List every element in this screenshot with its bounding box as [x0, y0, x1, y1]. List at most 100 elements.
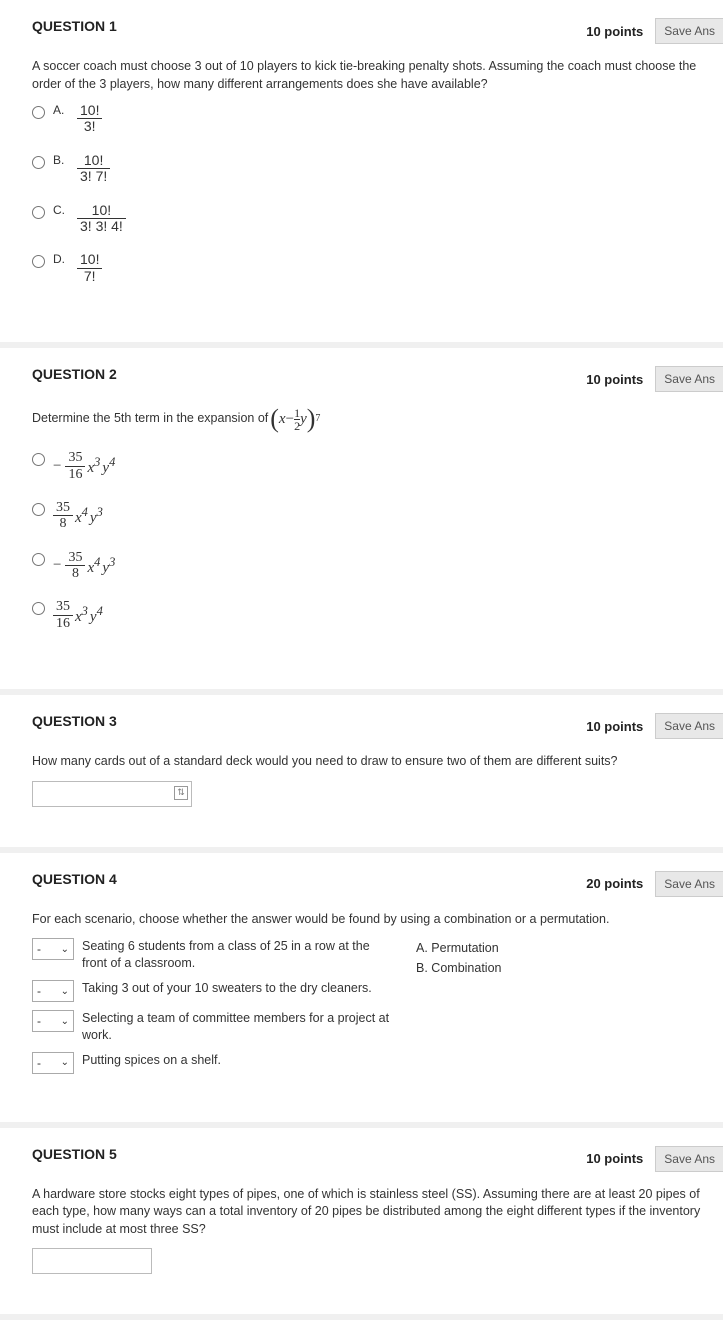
x-term: x3 [75, 604, 88, 626]
option-d[interactable]: D. 10! 7! [32, 252, 701, 284]
match-row: - ⌄ Putting spices on a shelf. [32, 1052, 392, 1074]
key-b: B. Combination [416, 958, 501, 978]
x-term: x4 [87, 555, 100, 577]
question-prompt: How many cards out of a standard deck wo… [32, 753, 701, 771]
question-prompt: Determine the 5th term in the expansion … [32, 406, 701, 432]
chevron-down-icon: ⌄ [61, 1016, 69, 1027]
neg-sign: − [53, 557, 61, 574]
points-label: 10 points [586, 1151, 647, 1166]
radio-d[interactable] [32, 255, 45, 268]
math-option: − 35 8 x4 y3 [53, 550, 115, 582]
match-select[interactable]: - ⌄ [32, 938, 74, 960]
match-text: Selecting a team of committee members fo… [82, 1010, 392, 1044]
radio-b[interactable] [32, 156, 45, 169]
y-term: y4 [90, 604, 103, 626]
radio-a[interactable] [32, 106, 45, 119]
option-1[interactable]: − 35 16 x3 y4 [32, 450, 701, 482]
points-label: 20 points [586, 876, 647, 891]
question-title: QUESTION 1 [32, 18, 117, 34]
option-3[interactable]: − 35 8 x4 y3 [32, 550, 701, 582]
chevron-down-icon: ⌄ [61, 1057, 69, 1068]
save-answer-button[interactable]: Save Ans [655, 713, 723, 739]
answer-input[interactable] [32, 1248, 152, 1274]
exponent: 7 [315, 412, 320, 426]
coeff-frac: 35 16 [53, 599, 73, 631]
radio-c[interactable] [32, 206, 45, 219]
select-value: - [37, 984, 41, 998]
match-text: Seating 6 students from a class of 25 in… [82, 938, 392, 972]
coeff-frac: 35 16 [65, 450, 85, 482]
y-term: y3 [102, 555, 115, 577]
match-select[interactable]: - ⌄ [32, 1010, 74, 1032]
question-prompt: For each scenario, choose whether the an… [32, 911, 701, 929]
question-2: QUESTION 2 10 points Save Ans Determine … [0, 348, 723, 695]
question-header: QUESTION 2 10 points Save Ans [32, 366, 701, 392]
question-4: QUESTION 4 20 points Save Ans For each s… [0, 853, 723, 1128]
fraction: 10! 7! [77, 252, 102, 284]
coeff-frac: 35 8 [53, 500, 73, 532]
option-4[interactable]: 35 16 x3 y4 [32, 599, 701, 631]
stepper-icon[interactable]: ⇅ [174, 786, 188, 800]
option-a[interactable]: A. 10! 3! [32, 103, 701, 135]
key-a: A. Permutation [416, 938, 501, 958]
question-header: QUESTION 1 10 points Save Ans [32, 18, 701, 44]
save-answer-button[interactable]: Save Ans [655, 366, 723, 392]
save-answer-button[interactable]: Save Ans [655, 18, 723, 44]
question-5: QUESTION 5 10 points Save Ans A hardware… [0, 1128, 723, 1320]
var-y: y [300, 409, 307, 430]
match-row: - ⌄ Selecting a team of committee member… [32, 1010, 392, 1044]
match-select[interactable]: - ⌄ [32, 1052, 74, 1074]
minus: − [286, 409, 294, 430]
fraction: 10! 3! [77, 103, 102, 135]
points-label: 10 points [586, 719, 647, 734]
option-letter: D. [53, 252, 69, 266]
fraction: 10! 3! 7! [77, 153, 110, 185]
radio-1[interactable] [32, 453, 45, 466]
formula: ( x − 1 2 y ) 7 [270, 406, 320, 432]
options-list: − 35 16 x3 y4 35 8 x4 y3 [32, 450, 701, 631]
question-meta: 10 points Save Ans [586, 18, 701, 44]
option-c[interactable]: C. 10! 3! 3! 4! [32, 203, 701, 235]
question-title: QUESTION 4 [32, 871, 117, 887]
question-prompt: A hardware store stocks eight types of p… [32, 1186, 701, 1239]
coeff-frac: 35 8 [65, 550, 85, 582]
match-row: - ⌄ Taking 3 out of your 10 sweaters to … [32, 980, 392, 1002]
answer-input[interactable] [32, 781, 192, 807]
matching-container: - ⌄ Seating 6 students from a class of 2… [32, 938, 701, 1082]
question-header: QUESTION 3 10 points Save Ans [32, 713, 701, 739]
question-title: QUESTION 2 [32, 366, 117, 382]
save-answer-button[interactable]: Save Ans [655, 1146, 723, 1172]
chevron-down-icon: ⌄ [61, 944, 69, 955]
fraction: 10! 3! 3! 4! [77, 203, 126, 235]
question-title: QUESTION 3 [32, 713, 117, 729]
question-title: QUESTION 5 [32, 1146, 117, 1162]
options-list: A. 10! 3! B. 10! 3! 7! C. 10! 3! 3! 4! D… [32, 103, 701, 284]
math-option: 35 16 x3 y4 [53, 599, 103, 631]
option-letter: A. [53, 103, 69, 117]
select-value: - [37, 942, 41, 956]
question-1: QUESTION 1 10 points Save Ans A soccer c… [0, 0, 723, 348]
y-term: y4 [102, 455, 115, 477]
matching-key: A. Permutation B. Combination [416, 938, 501, 978]
x-term: x3 [87, 455, 100, 477]
match-text: Putting spices on a shelf. [82, 1052, 221, 1069]
question-meta: 10 points Save Ans [586, 713, 701, 739]
math-option: 35 8 x4 y3 [53, 500, 103, 532]
match-select[interactable]: - ⌄ [32, 980, 74, 1002]
option-2[interactable]: 35 8 x4 y3 [32, 500, 701, 532]
radio-3[interactable] [32, 553, 45, 566]
question-meta: 10 points Save Ans [586, 1146, 701, 1172]
radio-2[interactable] [32, 503, 45, 516]
option-b[interactable]: B. 10! 3! 7! [32, 153, 701, 185]
math-option: − 35 16 x3 y4 [53, 450, 115, 482]
var-x: x [279, 409, 286, 430]
save-answer-button[interactable]: Save Ans [655, 871, 723, 897]
question-meta: 10 points Save Ans [586, 366, 701, 392]
prompt-text: Determine the 5th term in the expansion … [32, 410, 268, 428]
match-row: - ⌄ Seating 6 students from a class of 2… [32, 938, 392, 972]
question-header: QUESTION 4 20 points Save Ans [32, 871, 701, 897]
matching-items: - ⌄ Seating 6 students from a class of 2… [32, 938, 392, 1082]
neg-sign: − [53, 458, 61, 475]
radio-4[interactable] [32, 602, 45, 615]
y-term: y3 [90, 505, 103, 527]
